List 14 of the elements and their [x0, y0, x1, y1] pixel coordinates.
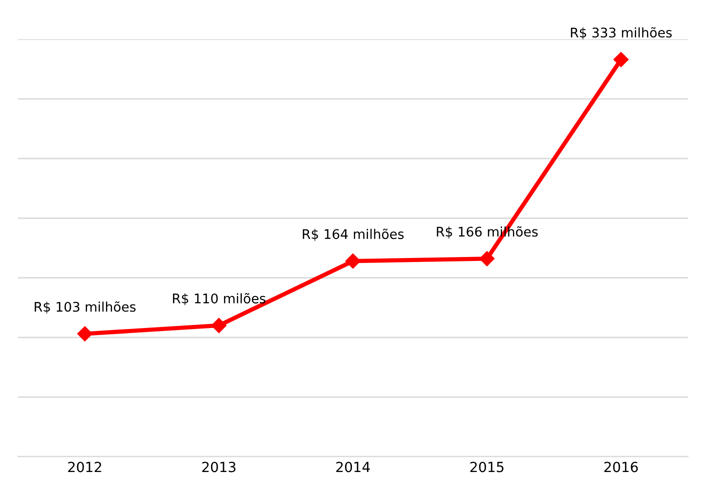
x-tick-label: 2014 — [336, 462, 370, 472]
data-label: R$ 110 milões — [172, 293, 266, 306]
data-label: R$ 164 milhões — [302, 228, 404, 241]
point — [479, 251, 495, 266]
x-tick-label: 2012 — [68, 462, 102, 472]
point — [211, 318, 226, 334]
x-tick-label: 2013 — [202, 462, 236, 472]
point — [77, 326, 92, 342]
x-tick-label: 2015 — [470, 462, 504, 472]
point — [345, 254, 361, 269]
point — [613, 52, 629, 68]
x-tick-label: 2016 — [604, 462, 638, 472]
data-label: R$ 103 milhões — [34, 301, 136, 314]
data-label: R$ 333 milhões — [570, 27, 672, 40]
